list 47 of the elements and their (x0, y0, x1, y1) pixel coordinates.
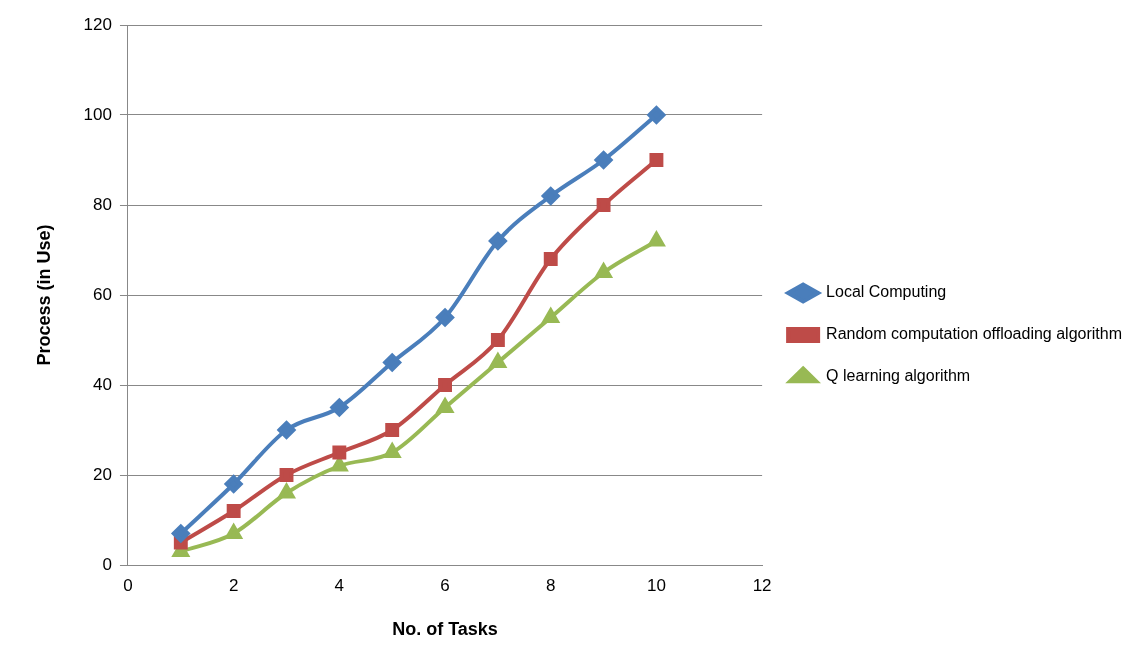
point (225, 524, 242, 539)
point (648, 232, 665, 247)
point (436, 308, 455, 327)
point (277, 421, 296, 439)
x-tick-label: 0 (123, 575, 133, 595)
x-tick-label: 10 (646, 575, 666, 595)
point (330, 398, 349, 417)
point (278, 484, 295, 499)
x-tick-label: 4 (334, 575, 345, 595)
legend-label: Q learning algorithm (826, 367, 971, 385)
point (331, 457, 348, 472)
y-tick-label: 40 (93, 374, 112, 394)
point (279, 468, 294, 482)
y-tick-label: 0 (102, 554, 112, 574)
y-tick-label: 120 (83, 14, 112, 34)
y-tick-label: 100 (83, 104, 112, 124)
point (384, 443, 401, 458)
x-tick-label: 8 (546, 575, 556, 595)
point (541, 187, 560, 205)
point (542, 308, 559, 323)
x-tick-label: 2 (228, 575, 239, 595)
legend-label: Local Computing (826, 283, 947, 301)
y-tick-label: 20 (93, 464, 112, 484)
point (489, 353, 506, 368)
point (595, 263, 612, 278)
point (224, 475, 243, 493)
point (332, 445, 347, 460)
x-tick-label: 6 (440, 575, 450, 595)
legend-label: Random computation offloading algorithm (826, 325, 1123, 343)
point (436, 398, 454, 413)
point (383, 353, 402, 372)
y-axis-title: Process (in Use) (33, 224, 54, 366)
point (226, 504, 241, 518)
point (596, 198, 611, 212)
point (490, 333, 505, 347)
point (543, 252, 558, 266)
x-axis-title: No. of Tasks (392, 619, 498, 640)
point (649, 153, 664, 167)
point (647, 106, 666, 124)
point (385, 423, 400, 437)
point (171, 524, 190, 543)
point (594, 151, 613, 169)
y-tick-label: 80 (93, 194, 112, 214)
y-tick-label: 60 (93, 284, 112, 304)
point (438, 378, 452, 392)
point (488, 232, 507, 250)
x-tick-label: 12 (752, 575, 772, 595)
